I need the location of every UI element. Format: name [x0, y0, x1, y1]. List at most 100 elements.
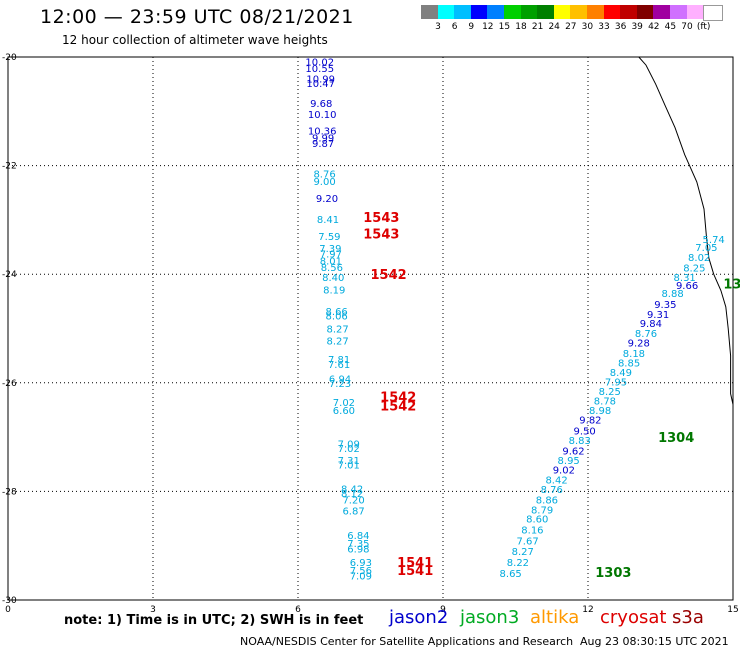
scale-label: 30 — [581, 22, 594, 32]
scale-label: 45 — [664, 22, 677, 32]
pass-time-label: 1542 — [371, 268, 407, 283]
swh-label: 8.56 — [321, 263, 343, 274]
swh-label: 8.19 — [323, 285, 345, 296]
swh-label: 8.76 — [313, 170, 335, 181]
y-tick-label: -28 — [2, 487, 17, 497]
swh-label: 8.02 — [688, 253, 710, 264]
scale-label: 21 — [531, 22, 544, 32]
swh-label: 8.42 — [341, 485, 363, 496]
scale-swatch — [537, 5, 556, 19]
swh-label: 8.31 — [674, 273, 696, 284]
swh-label: 8.22 — [507, 558, 529, 569]
scale-label: 39 — [631, 22, 643, 32]
swh-label: 7.23 — [329, 379, 351, 390]
swh-label: 6.93 — [350, 558, 372, 569]
swh-label: 10.36 — [308, 126, 337, 137]
y-tick-label: -24 — [2, 270, 17, 280]
scale-swatch — [487, 5, 506, 19]
swh-label: 8.83 — [569, 436, 591, 447]
scale-label: 3 — [435, 22, 441, 32]
swh-label: 6.94 — [329, 374, 351, 385]
swh-label: 8.42 — [545, 475, 567, 486]
swh-label: 7.61 — [328, 360, 350, 371]
y-tick-label: -22 — [2, 162, 17, 172]
legend-s3a: s3a — [672, 607, 704, 628]
scale-swatch — [703, 5, 724, 21]
y-tick-label: -20 — [2, 53, 17, 63]
swh-label: 8.66 — [326, 307, 348, 318]
swh-label: 8.95 — [558, 456, 580, 467]
swh-label: 7.95 — [605, 378, 627, 389]
scale-swatch — [553, 5, 572, 19]
scale-swatch — [653, 5, 672, 19]
swh-label: 9.82 — [579, 416, 601, 427]
scale-swatch — [454, 5, 473, 19]
swh-label: 8.78 — [594, 397, 616, 408]
y-tick-label: -30 — [2, 596, 17, 606]
swh-label: 8.88 — [661, 289, 683, 300]
scale-label: 36 — [614, 22, 627, 32]
map-frame — [7, 56, 734, 601]
swh-label: 9.66 — [676, 281, 698, 292]
swh-label: 9.00 — [313, 177, 335, 188]
scale-label: 70 — [681, 22, 693, 32]
swh-label: 8.40 — [322, 273, 344, 284]
map-subtitle: 12 hour collection of altimeter wave hei… — [62, 33, 328, 47]
swh-label: 8.86 — [536, 496, 558, 507]
swh-label: 9.87 — [312, 139, 334, 150]
swh-label: 8.16 — [521, 525, 543, 536]
map-title: 12:00 — 23:59 UTC 08/21/2021 — [40, 6, 354, 28]
swh-label: 8.49 — [610, 368, 632, 379]
swh-label: 7.01 — [338, 460, 360, 471]
swh-label: 7.59 — [318, 232, 340, 243]
swh-label: 7.20 — [342, 496, 364, 507]
scale-swatch — [504, 5, 522, 19]
pass-time-label: 130 — [723, 277, 740, 292]
swh-label: 7.97 — [320, 250, 342, 261]
pass-time-label: 1303 — [595, 566, 631, 581]
swh-label: 9.50 — [573, 427, 595, 438]
swh-label: 7.02 — [338, 444, 360, 455]
swh-label: 7.09 — [350, 572, 372, 583]
scale-swatch — [587, 5, 605, 19]
swh-label: 8.98 — [589, 406, 611, 417]
pass-time-label: 1304 — [658, 431, 694, 446]
x-tick-label: 3 — [150, 605, 156, 615]
scale-swatch — [620, 5, 639, 19]
swh-label: 8.65 — [500, 569, 522, 580]
scale-swatch — [686, 5, 705, 19]
scale-swatch — [670, 5, 688, 19]
coastline — [638, 56, 734, 405]
scale-label: 33 — [598, 22, 610, 32]
scale-swatch — [421, 5, 439, 19]
swh-label: 6.87 — [342, 506, 364, 517]
swh-label: 9.99 — [312, 133, 334, 144]
swh-label: 9.62 — [562, 447, 584, 458]
swh-label: 7.35 — [347, 539, 369, 550]
swh-label: 9.84 — [640, 319, 662, 330]
scale-label: (ft) — [696, 22, 711, 32]
scale-label: 15 — [498, 22, 511, 32]
swh-label: 6.60 — [333, 406, 355, 417]
scale-label: 42 — [648, 22, 660, 32]
pass-time-label: 1543 — [363, 211, 399, 226]
y-tick-label: -26 — [2, 379, 17, 389]
scale-swatch — [636, 5, 655, 19]
swh-label: 8.18 — [623, 349, 645, 360]
generated-timestamp: Aug 23 08:30:15 UTC 2021 — [580, 635, 729, 648]
swh-label: 7.67 — [516, 536, 538, 547]
swh-label: 8.25 — [599, 387, 621, 398]
legend-jason3: jason3 — [460, 607, 520, 628]
swh-label: 8.27 — [512, 547, 534, 558]
swh-label: 8.79 — [531, 505, 553, 516]
swh-label: 7.05 — [695, 243, 717, 254]
scale-swatch — [437, 5, 456, 19]
swh-label: 9.35 — [654, 300, 676, 311]
swh-label: 8.41 — [317, 215, 339, 226]
pass-time-label: 1541 — [397, 564, 433, 579]
scale-label: 24 — [548, 22, 560, 32]
swh-label: 8.01 — [320, 257, 342, 268]
swh-label: 8.76 — [541, 485, 563, 496]
swh-label: 6.84 — [347, 531, 369, 542]
